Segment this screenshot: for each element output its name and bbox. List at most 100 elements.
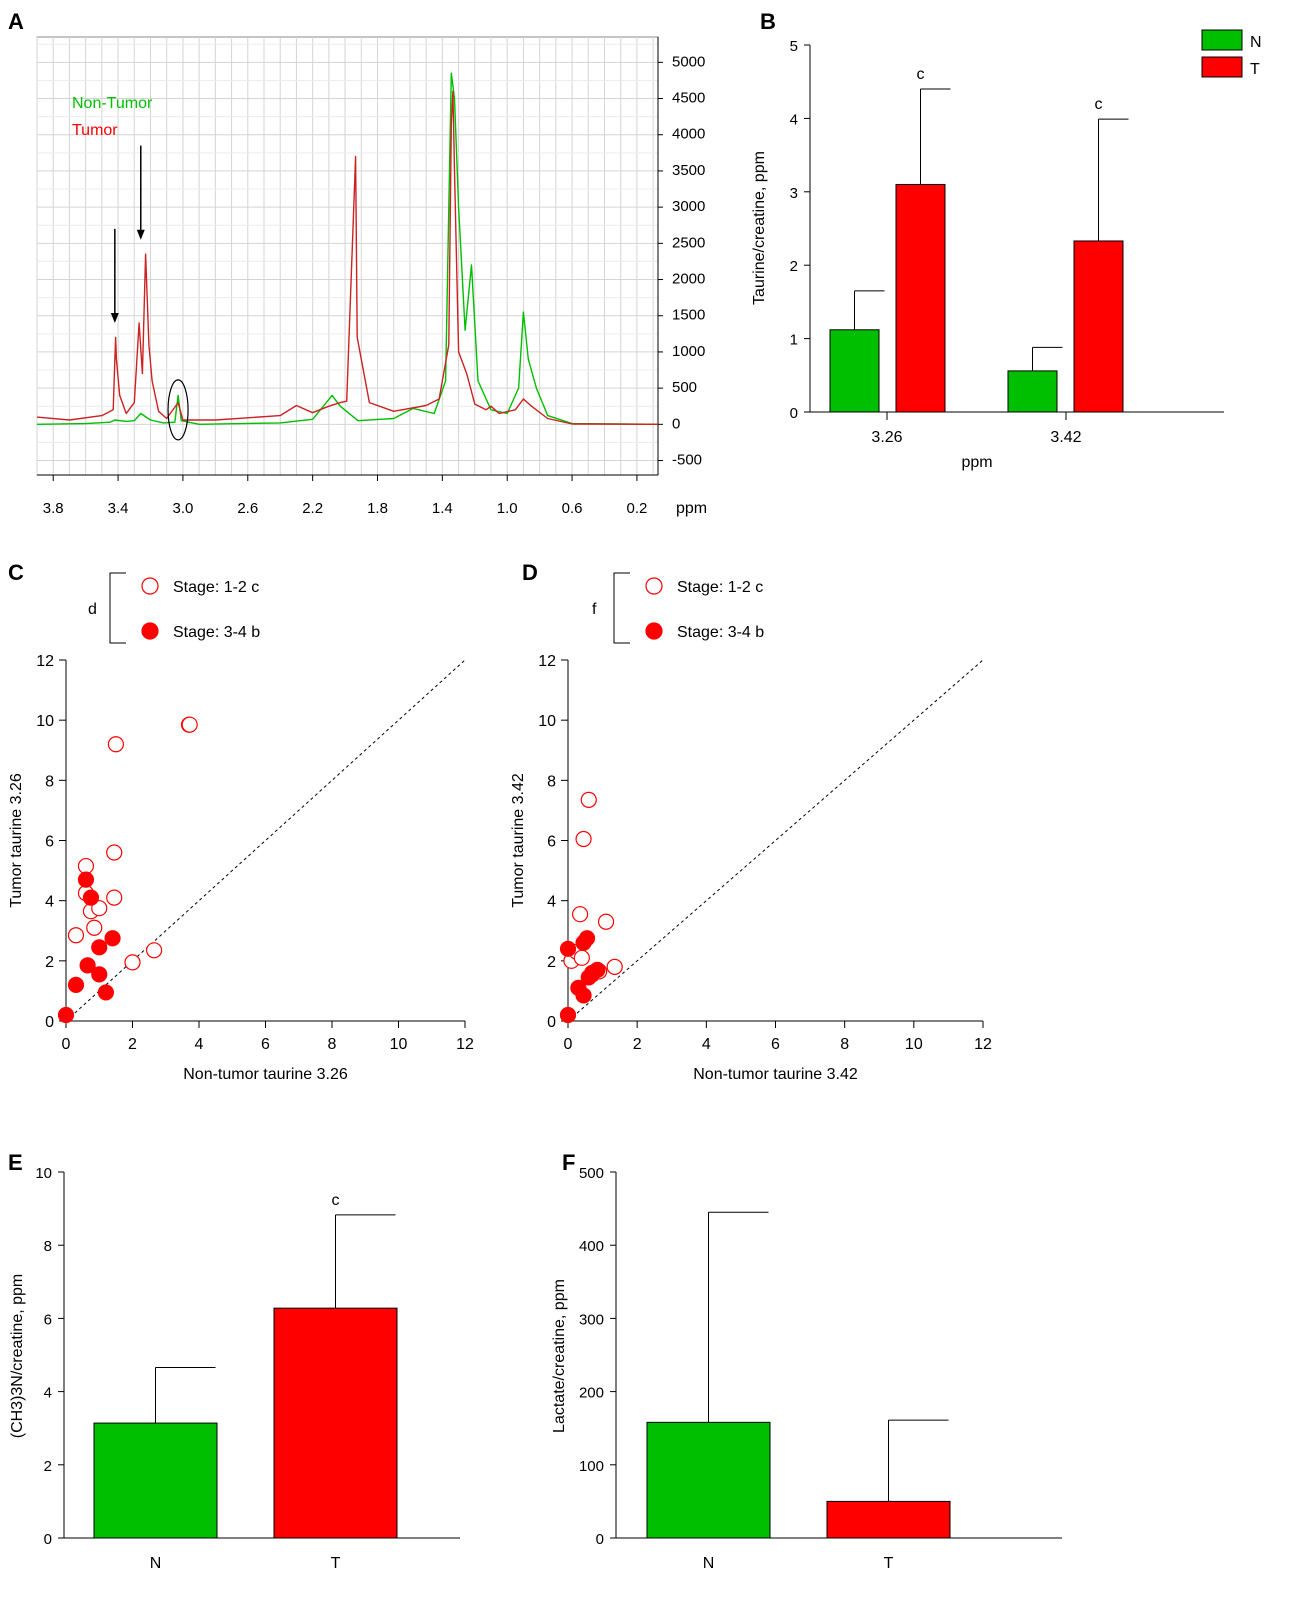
y-tick-label: 1500 [672,307,705,324]
legend-label: Stage: 3-4 b [173,624,260,641]
panel-letter-b: B [760,9,776,34]
bar [273,1307,398,1539]
y-tick-label: 500 [579,1165,604,1182]
x-tick-label: 2 [128,1036,137,1053]
data-point-stage-1-2 [77,857,95,875]
legend-bracket [109,572,126,644]
legend-bracket-label: d [88,601,97,618]
x-tick-label: 12 [974,1036,992,1053]
y-axis-label: Taurine/creatine, ppm [751,151,768,305]
x-tick-label: 2 [633,1036,642,1053]
bar [826,1500,951,1539]
x-tick-label: 1.0 [497,500,518,517]
y-tick-label: 4 [790,111,798,128]
legend-marker [645,622,663,640]
x-tick-label: 12 [456,1036,474,1053]
legend-swatch [1201,56,1243,78]
y-tick-label: 0 [596,1531,604,1548]
panel-letter-c: C [8,560,24,585]
bar [895,183,946,413]
y-tick-label: 10 [538,713,556,730]
x-tick-label: 3.0 [172,500,193,517]
data-point-stage-1-2 [124,954,141,971]
x-tick-label: 0 [564,1036,573,1053]
legend-label: T [1250,61,1260,78]
y-axis-label: Tumor taurine 3.42 [510,773,527,908]
x-tick-label: 4 [195,1036,204,1053]
data-point-stage-1-2 [597,913,615,930]
legend-tumor: Tumor [72,122,118,139]
x-tick-label: 0 [62,1036,71,1053]
spectrum-trace-non-tumor [36,72,659,425]
x-tick-label: 3.42 [1050,429,1081,446]
x-tick-label: 2.6 [237,500,258,517]
y-tick-label: 0 [44,1531,52,1548]
legend-non-tumor: Non-Tumor [72,95,153,112]
x-tick-label: 3.26 [871,429,902,446]
data-point-stage-3-4 [97,984,115,1001]
y-tick-label: 10 [36,713,54,730]
x-axis-label: ppm [961,454,992,471]
x-tick-label: T [884,1555,894,1572]
data-point-stage-3-4 [91,939,108,956]
bar [829,329,880,413]
x-tick-label: T [331,1555,341,1572]
y-tick-label: 100 [579,1458,604,1475]
panel-letter-d: D [522,560,538,585]
x-axis-label: Non-tumor taurine 3.26 [183,1066,348,1083]
bar [93,1422,218,1539]
spectrum-trace-tumor [36,90,659,425]
y-tick-label: 10 [35,1165,52,1182]
annotation-arrow-head [110,312,119,323]
x-tick-label: 0.6 [562,500,583,517]
y-tick-label: 1 [790,332,798,349]
data-point-stage-1-2 [106,844,123,861]
y-tick-label: 2500 [672,234,705,251]
legend-bracket-label: f [592,601,597,618]
data-point-stage-1-2 [573,949,590,966]
data-point-stage-3-4 [578,930,596,947]
data-point-stage-1-2 [575,830,592,848]
data-point-stage-3-4 [82,889,100,906]
y-tick-label: 5 [790,38,798,55]
legend-marker [645,577,663,595]
data-point-stage-1-2 [67,927,85,944]
annotation-arrow-head [136,229,145,240]
data-point-stage-1-2 [107,736,124,753]
y-tick-label: 2 [547,954,556,971]
y-tick-label: 0 [547,1014,556,1031]
significance-label: c [917,66,925,83]
bar [1007,370,1058,413]
y-tick-label: 4 [44,1385,52,1402]
data-point-stage-1-2 [606,958,623,975]
data-point-stage-3-4 [559,1006,577,1024]
y-tick-label: 3 [790,185,798,202]
identity-line [567,659,984,1022]
plot-area [36,36,659,476]
y-tick-label: 0 [672,415,680,432]
legend-label: Stage: 1-2 c [173,579,259,596]
x-tick-label: N [703,1555,715,1572]
x-tick-label: 10 [905,1036,923,1053]
x-tick-label: 6 [261,1036,270,1053]
legend-label: Stage: 3-4 b [677,624,764,641]
x-tick-label: 2.2 [302,500,323,517]
x-tick-label: N [150,1555,162,1572]
x-tick-label: 10 [390,1036,408,1053]
data-point-stage-1-2 [572,906,589,923]
y-tick-label: 6 [45,834,54,851]
x-tick-label: 4 [702,1036,711,1053]
y-tick-label: 12 [538,653,556,670]
panel-letter-e: E [8,1150,23,1175]
y-tick-label: 4500 [672,90,705,107]
y-axis-label: Tumor taurine 3.26 [8,773,25,908]
significance-label: c [1095,96,1103,113]
data-point-stage-1-2 [106,889,123,906]
data-point-stage-3-4 [559,940,577,957]
data-point-stage-1-2 [181,716,198,733]
y-tick-label: -500 [672,452,702,469]
panel-b-bar-chart: 0 1 2 3 4 5 c c 3.26 3.42 ppm Taurine/creatine, ppm… [751,29,1262,471]
annotation-circle [167,379,189,441]
data-point-stage-3-4 [91,966,108,983]
